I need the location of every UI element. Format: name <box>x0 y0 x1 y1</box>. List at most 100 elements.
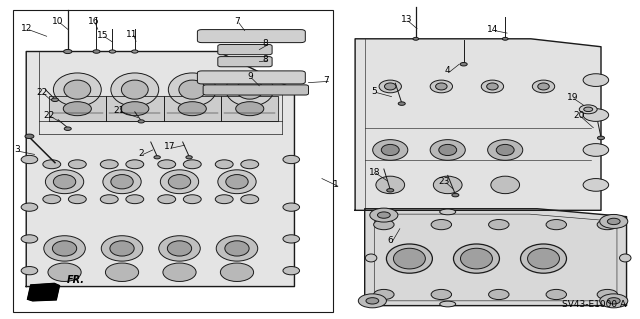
Ellipse shape <box>387 244 433 273</box>
Circle shape <box>21 235 38 243</box>
Circle shape <box>68 160 86 169</box>
Text: FR.: FR. <box>67 275 85 286</box>
Circle shape <box>158 195 175 204</box>
Text: 10: 10 <box>52 17 64 26</box>
Ellipse shape <box>413 37 419 40</box>
Circle shape <box>597 289 618 300</box>
Circle shape <box>126 160 144 169</box>
Ellipse shape <box>64 127 71 130</box>
Circle shape <box>600 214 628 228</box>
Circle shape <box>600 294 628 308</box>
Circle shape <box>21 203 38 211</box>
Polygon shape <box>106 96 164 122</box>
Text: 22: 22 <box>36 88 48 97</box>
Circle shape <box>283 203 300 211</box>
Circle shape <box>431 289 452 300</box>
Ellipse shape <box>381 145 399 156</box>
Bar <box>13 10 333 312</box>
Circle shape <box>68 195 86 204</box>
Ellipse shape <box>44 236 85 261</box>
Ellipse shape <box>460 63 467 66</box>
Polygon shape <box>365 209 627 306</box>
Ellipse shape <box>111 174 133 189</box>
Ellipse shape <box>376 176 404 194</box>
Circle shape <box>378 212 390 218</box>
Circle shape <box>215 160 233 169</box>
Circle shape <box>126 195 144 204</box>
Circle shape <box>183 195 201 204</box>
Circle shape <box>21 267 38 275</box>
Text: 3: 3 <box>14 145 20 154</box>
Ellipse shape <box>491 176 520 194</box>
Ellipse shape <box>440 301 456 307</box>
Text: 13: 13 <box>401 15 412 24</box>
FancyBboxPatch shape <box>203 85 308 95</box>
Ellipse shape <box>64 80 91 99</box>
Ellipse shape <box>109 50 116 53</box>
Circle shape <box>283 267 300 275</box>
Ellipse shape <box>111 73 159 106</box>
Circle shape <box>583 109 609 122</box>
Ellipse shape <box>538 83 549 90</box>
Ellipse shape <box>579 105 597 114</box>
Ellipse shape <box>163 263 196 281</box>
Ellipse shape <box>598 136 605 140</box>
Circle shape <box>607 218 620 225</box>
Text: 14: 14 <box>487 25 498 34</box>
Polygon shape <box>355 39 601 210</box>
Ellipse shape <box>436 83 447 90</box>
Circle shape <box>583 179 609 191</box>
Ellipse shape <box>502 37 508 40</box>
Circle shape <box>241 160 259 169</box>
Ellipse shape <box>179 80 205 99</box>
Polygon shape <box>28 283 60 301</box>
Ellipse shape <box>520 244 566 273</box>
Ellipse shape <box>496 145 514 156</box>
Circle shape <box>358 294 387 308</box>
Ellipse shape <box>216 236 258 261</box>
Circle shape <box>607 298 620 304</box>
Ellipse shape <box>53 174 76 189</box>
Ellipse shape <box>110 241 134 256</box>
Circle shape <box>215 195 233 204</box>
Text: 17: 17 <box>164 142 175 151</box>
Circle shape <box>546 289 566 300</box>
Text: 15: 15 <box>97 31 109 40</box>
Circle shape <box>63 102 92 116</box>
Text: 19: 19 <box>566 93 578 102</box>
Ellipse shape <box>226 174 248 189</box>
Circle shape <box>583 144 609 156</box>
Ellipse shape <box>63 49 72 54</box>
Circle shape <box>488 289 509 300</box>
Circle shape <box>21 155 38 164</box>
Polygon shape <box>49 96 106 122</box>
Text: 11: 11 <box>126 30 138 39</box>
Text: 16: 16 <box>88 17 99 26</box>
Ellipse shape <box>365 254 377 262</box>
Text: 6: 6 <box>387 236 393 245</box>
Circle shape <box>178 102 206 116</box>
Text: 7: 7 <box>323 76 329 85</box>
Circle shape <box>43 160 61 169</box>
Ellipse shape <box>461 248 492 269</box>
Circle shape <box>283 235 300 243</box>
Circle shape <box>488 219 509 230</box>
Text: 22: 22 <box>43 111 54 120</box>
FancyBboxPatch shape <box>218 56 272 67</box>
Circle shape <box>546 219 566 230</box>
Circle shape <box>100 195 118 204</box>
Circle shape <box>374 219 394 230</box>
Text: 1: 1 <box>333 181 339 189</box>
Circle shape <box>43 195 61 204</box>
Circle shape <box>236 102 264 116</box>
Ellipse shape <box>387 189 394 192</box>
Ellipse shape <box>527 248 559 269</box>
Text: 5: 5 <box>371 87 377 96</box>
FancyBboxPatch shape <box>197 71 305 84</box>
Ellipse shape <box>52 241 77 256</box>
Ellipse shape <box>226 73 274 106</box>
Ellipse shape <box>93 50 100 53</box>
Ellipse shape <box>168 174 191 189</box>
Circle shape <box>366 298 379 304</box>
Text: 7: 7 <box>234 17 240 26</box>
